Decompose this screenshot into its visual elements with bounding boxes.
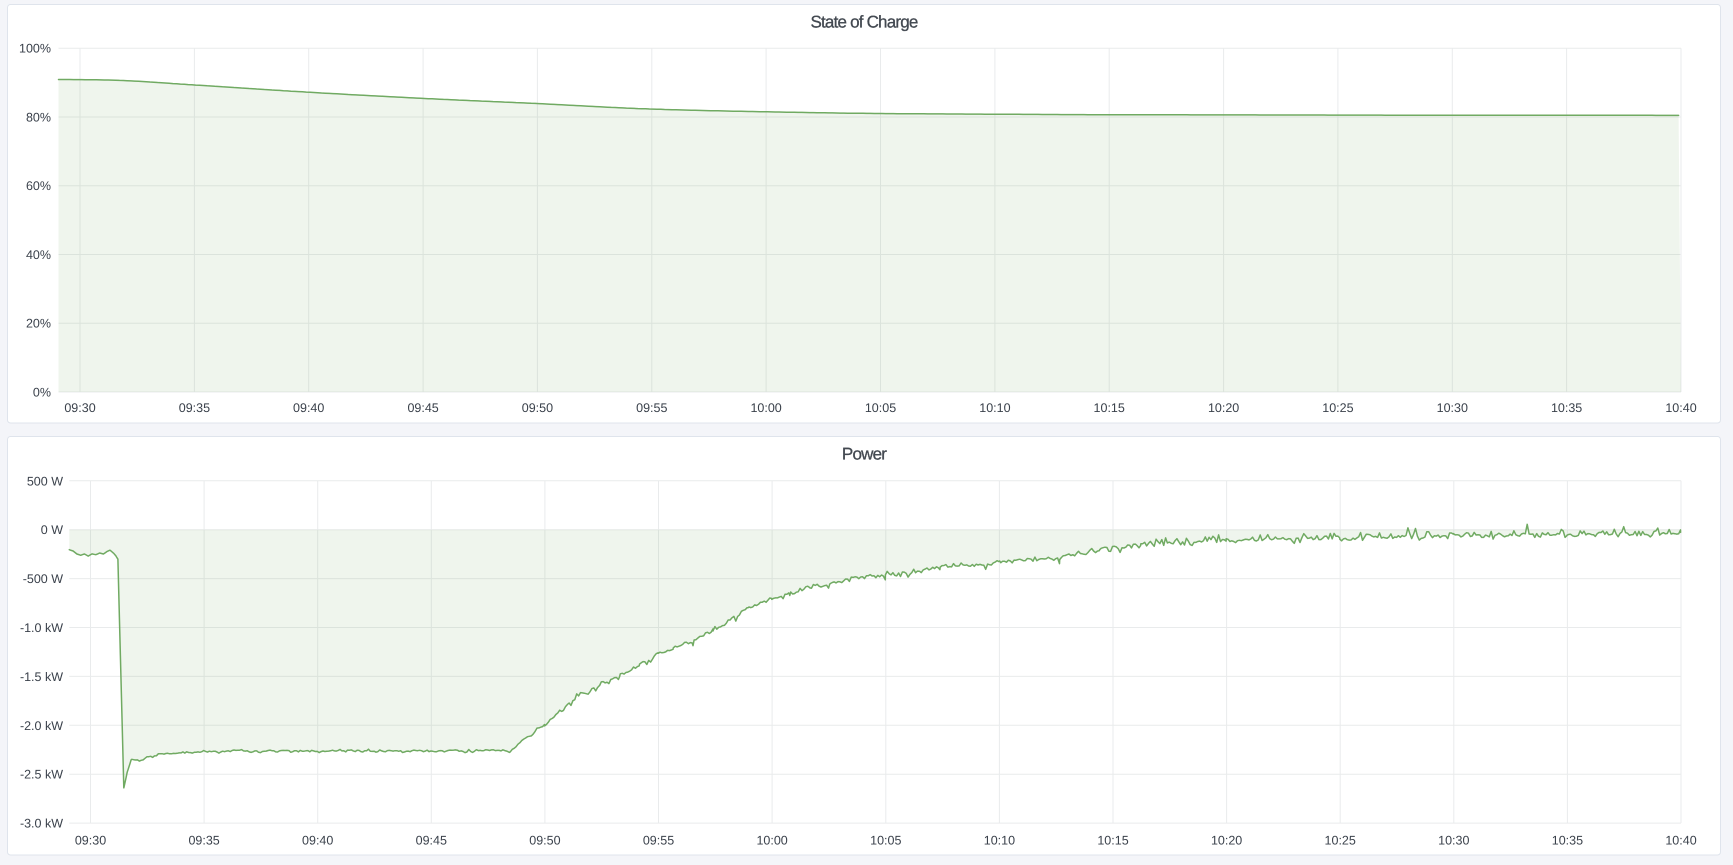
svg-text:Power: Power <box>842 445 887 464</box>
svg-text:-1.5 kW: -1.5 kW <box>20 670 63 684</box>
svg-text:09:35: 09:35 <box>188 834 219 848</box>
svg-text:0 W: 0 W <box>41 523 63 537</box>
svg-text:09:55: 09:55 <box>636 401 667 415</box>
svg-text:-2.0 kW: -2.0 kW <box>20 719 63 733</box>
svg-text:09:40: 09:40 <box>302 834 333 848</box>
svg-text:State of Charge: State of Charge <box>810 13 917 32</box>
svg-text:09:55: 09:55 <box>643 834 674 848</box>
svg-text:10:35: 10:35 <box>1552 834 1583 848</box>
svg-text:10:00: 10:00 <box>750 401 781 415</box>
svg-text:10:15: 10:15 <box>1094 401 1125 415</box>
svg-text:09:45: 09:45 <box>416 834 447 848</box>
svg-text:10:25: 10:25 <box>1325 834 1356 848</box>
svg-text:10:25: 10:25 <box>1322 401 1353 415</box>
svg-text:09:50: 09:50 <box>522 401 553 415</box>
svg-text:40%: 40% <box>26 248 51 262</box>
svg-text:-2.5 kW: -2.5 kW <box>20 768 63 782</box>
svg-text:09:45: 09:45 <box>407 401 438 415</box>
svg-text:09:30: 09:30 <box>75 834 106 848</box>
svg-text:60%: 60% <box>26 179 51 193</box>
svg-text:09:40: 09:40 <box>293 401 324 415</box>
svg-text:10:10: 10:10 <box>979 401 1010 415</box>
svg-text:80%: 80% <box>26 111 51 125</box>
svg-text:500 W: 500 W <box>27 474 63 488</box>
svg-text:09:50: 09:50 <box>529 834 560 848</box>
svg-text:-1.0 kW: -1.0 kW <box>20 621 63 635</box>
svg-text:10:05: 10:05 <box>865 401 896 415</box>
svg-text:10:30: 10:30 <box>1438 834 1469 848</box>
svg-text:09:35: 09:35 <box>179 401 210 415</box>
svg-text:09:30: 09:30 <box>64 401 95 415</box>
svg-text:10:05: 10:05 <box>870 834 901 848</box>
svg-text:10:40: 10:40 <box>1665 401 1696 415</box>
svg-text:-500 W: -500 W <box>23 572 63 586</box>
svg-text:10:20: 10:20 <box>1208 401 1239 415</box>
svg-text:100%: 100% <box>19 42 51 56</box>
svg-text:10:15: 10:15 <box>1097 834 1128 848</box>
svg-text:20%: 20% <box>26 317 51 331</box>
svg-text:10:20: 10:20 <box>1211 834 1242 848</box>
svg-text:0%: 0% <box>33 386 51 400</box>
svg-text:10:35: 10:35 <box>1551 401 1582 415</box>
svg-text:10:10: 10:10 <box>984 834 1015 848</box>
svg-text:10:00: 10:00 <box>756 834 787 848</box>
svg-text:-3.0 kW: -3.0 kW <box>20 817 63 831</box>
svg-text:10:40: 10:40 <box>1665 834 1696 848</box>
svg-text:10:30: 10:30 <box>1437 401 1468 415</box>
